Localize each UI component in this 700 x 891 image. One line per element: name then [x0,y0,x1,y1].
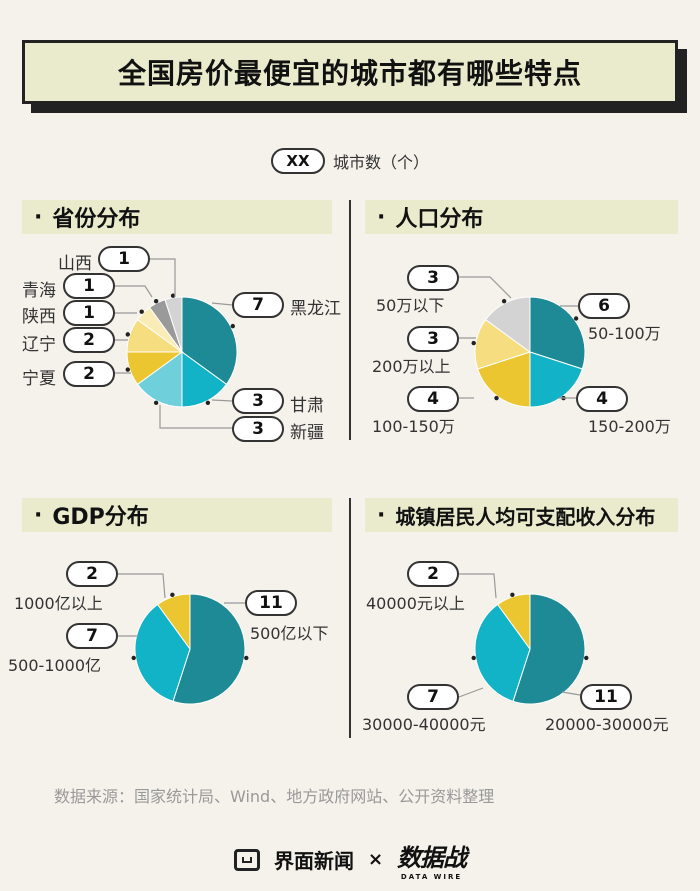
slice-label: 500亿以下 [250,624,329,643]
leader-dot [153,400,159,405]
section-title: GDP分布 [52,505,149,530]
slice-label: 30000-40000元 [362,715,486,734]
pie-province [125,293,238,408]
legend-text: 城市数（个） [332,153,429,172]
slice-value: 2 [66,561,118,587]
jiemian-logo-icon [233,848,260,871]
slice-value: 3 [232,416,284,442]
slice-value: 1 [98,246,150,272]
slice-value: 6 [578,293,630,319]
leader-dot [125,332,130,337]
footer-separator: × [367,849,384,870]
leader-dot [494,395,499,401]
brand-jiemian: 界面新闻 [273,849,354,873]
slice-label: 500-1000亿 [8,656,102,675]
footer: 界面新闻 × 数据战 DATA WIRE [0,838,700,881]
leader-lines [104,258,581,698]
leader-dot [125,367,130,372]
page-title: 全国房价最便宜的城市都有哪些特点 [117,57,582,90]
divider-top [349,200,351,440]
legend-pill: XX [270,148,325,174]
pie-population [471,296,586,408]
brand-datawire-text: 数据战 [397,844,467,872]
leader-dot [131,655,136,661]
leader-dot [471,340,476,346]
data-source: 数据来源：国家统计局、Wind、地方政府网站、公开资料整理 [54,787,495,806]
slice-label: 陕西 [22,307,56,327]
section-title: 城镇居民人均可支配收入分布 [395,504,656,529]
slice-value: 3 [407,265,459,291]
slice-label: 100-150万 [372,417,455,436]
leader-dot [573,316,579,321]
slice-value: 7 [407,684,459,710]
slice-value: 4 [576,386,628,412]
leader-dot [501,299,507,304]
slice-value: 1 [63,273,115,299]
slice-value: 11 [245,590,297,616]
leader-dot [139,309,144,314]
leader-dot [244,655,249,661]
slice-value: 2 [63,327,115,353]
slice-value: 2 [63,361,115,387]
slice-value: 4 [407,386,459,412]
leader-dot [205,400,211,405]
slice-label: 200万以上 [372,357,451,376]
divider-bottom [349,498,351,738]
slice-label: 150-200万 [588,417,671,436]
section-header-gdp: · GDP分布 [22,498,332,532]
slice-label: 青海 [22,281,56,301]
slice-label: 新疆 [290,423,324,443]
slice-label: 50万以下 [376,296,445,315]
section-header-income: · 城镇居民人均可支配收入分布 [365,498,678,532]
section-title: 省份分布 [52,207,141,232]
slice-label: 1000亿以上 [14,594,103,613]
slice-value: 7 [232,292,284,318]
leader-dot [153,299,159,304]
slice-value: 11 [580,684,632,710]
leader-dot [510,592,515,597]
slice-value: 3 [232,388,284,414]
section-title: 人口分布 [395,207,484,232]
leader-dot [584,655,589,661]
brand-datawire: 数据战 DATA WIRE [397,838,467,881]
slice-label: 40000元以上 [366,594,465,613]
slice-value: 7 [66,623,118,649]
slice-label: 20000-30000元 [545,715,669,734]
slice-label: 50-100万 [588,324,661,343]
slice-label: 辽宁 [22,335,56,355]
pie-gdp [131,592,249,705]
title-banner: 全国房价最便宜的城市都有哪些特点 [22,40,687,113]
legend: XX 城市数（个） [0,148,700,174]
slice-value: 1 [63,300,115,326]
pie-income [471,592,589,705]
leader-dot [170,293,176,298]
section-header-population: · 人口分布 [365,200,678,234]
leader-dot [471,655,476,661]
leader-dot [170,592,175,597]
slice-label: 黑龙江 [290,299,341,319]
slice-label: 山西 [58,254,92,274]
slice-label: 甘肃 [290,396,324,416]
slice-label: 宁夏 [22,369,56,389]
leader-dot [230,323,235,329]
slice-value: 3 [407,326,459,352]
brand-datawire-sub: DATA WIRE [400,873,463,881]
slice-value: 2 [407,561,459,587]
section-header-province: · 省份分布 [22,200,332,234]
